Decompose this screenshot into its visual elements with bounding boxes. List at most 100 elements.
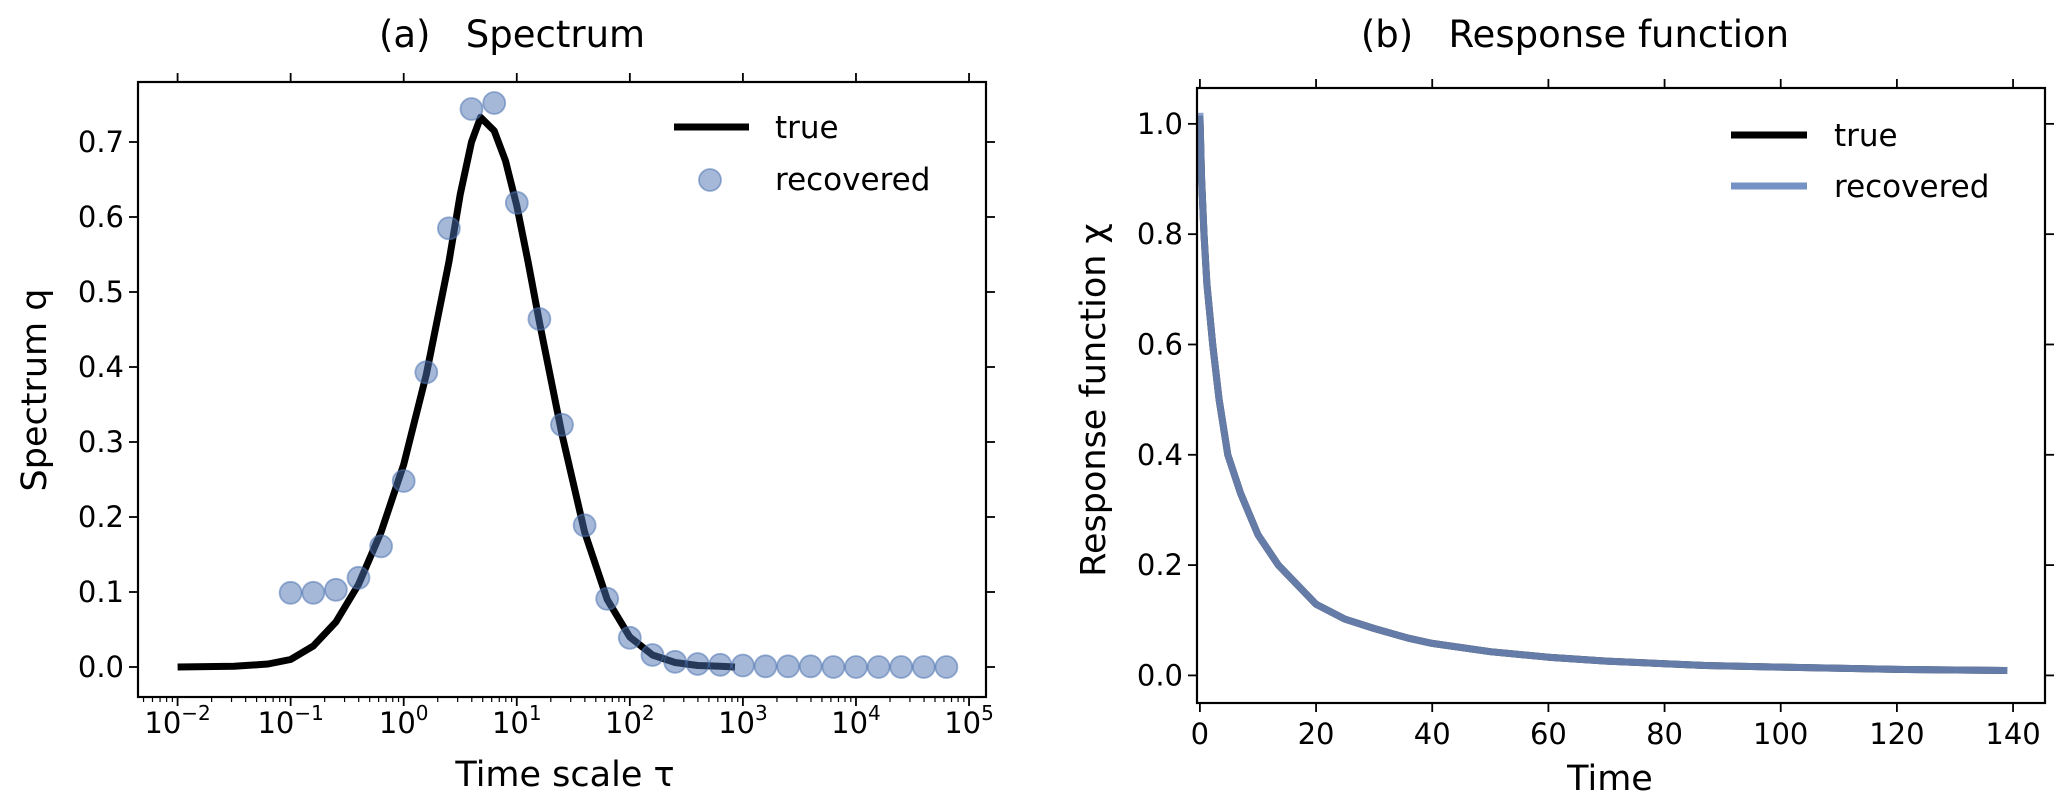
recovered-point — [640, 643, 665, 667]
recovered-point — [278, 580, 303, 605]
x-tick-label-base: 10 — [492, 706, 529, 740]
recovered-point — [436, 216, 461, 241]
panel-a-y-axis-label: Spectrum q — [15, 289, 55, 492]
panel-a-ticks: 10−2 10−1 100 101 102 103 104 1050.00.10.20.30.… — [78, 73, 995, 740]
y-tick-label: 1.0 — [1137, 107, 1183, 141]
x-tick-label-exponent: 5 — [981, 701, 994, 725]
recovered-point — [821, 655, 846, 679]
recovered-point — [617, 625, 642, 650]
panel-a-title: (a) Spectrum — [379, 13, 645, 56]
x-tick-label-base: 10 — [718, 706, 755, 740]
recovered-point — [572, 513, 597, 538]
x-tick-label: 20 — [1298, 717, 1335, 751]
x-tick-label: 40 — [1414, 717, 1451, 751]
x-tick-label-base: 10 — [257, 706, 294, 740]
x-tick-label: 104 — [831, 701, 881, 740]
x-tick-label: 105 — [944, 701, 994, 740]
y-tick-label: 0.0 — [1137, 658, 1183, 692]
x-tick-label: 100 — [379, 701, 429, 740]
panel-b-x-axis-label: Time — [1566, 759, 1653, 799]
recovered-point — [550, 412, 574, 437]
x-tick-label: 100 — [1753, 717, 1808, 751]
legend-true-label: true — [1834, 118, 1898, 154]
panel-b-ticks: 0 20 40 60 80 100 120 140 0.0 0.2 0.4 0.6 0.8 1.0 — [1137, 79, 2054, 751]
y-tick-label: 0.8 — [1137, 217, 1183, 251]
recovered-point — [663, 649, 687, 674]
panel-b-axes-frame — [1195, 86, 2047, 705]
x-tick-label-exponent: −1 — [294, 701, 323, 725]
x-tick-label: 10−1 — [257, 701, 323, 740]
x-tick-label-base: 10 — [605, 706, 642, 740]
legend-recovered-label: recovered — [775, 162, 930, 198]
panel-b-response-function: (b) Response function 0 20 40 60 80 100 120 140… — [1074, 13, 2054, 799]
x-tick-label: 101 — [492, 701, 542, 740]
x-tick-label: 10−2 — [144, 701, 210, 740]
panel-b-title: (b) Response function — [1361, 13, 1789, 56]
recovered-point — [889, 655, 914, 679]
y-tick-label: 0.6 — [78, 200, 124, 234]
y-tick-label: 0.3 — [78, 425, 124, 459]
recovered-point — [911, 655, 936, 679]
series-recovered-line — [1196, 112, 2008, 674]
recovered-point — [414, 360, 439, 385]
recovered-point — [459, 97, 484, 121]
y-tick-label: 0.7 — [78, 125, 124, 159]
recovered-point — [323, 577, 348, 602]
x-tick-label: 140 — [1985, 717, 2040, 751]
recovered-point — [866, 655, 891, 679]
y-tick-label: 0.4 — [1137, 438, 1183, 472]
panel-b-legend: true recovered — [1731, 118, 1989, 205]
x-tick-label: 102 — [605, 701, 655, 740]
panel-a-spectrum: (a) Spectrum 10−2 10−1 100 101 102 103 104 1050… — [15, 13, 995, 795]
legend-recovered-marker-swatch — [698, 168, 722, 192]
recovered-point — [527, 307, 552, 331]
legend-recovered-label: recovered — [1834, 169, 1989, 205]
panel-b-plot-area — [1196, 112, 2008, 674]
x-tick-label-exponent: −2 — [181, 701, 210, 725]
x-tick-label-base: 10 — [831, 706, 868, 740]
recovered-point — [482, 91, 507, 115]
recovered-point — [595, 586, 620, 611]
recovered-point — [776, 654, 800, 679]
recovered-point — [685, 652, 710, 676]
recovered-point — [346, 565, 371, 590]
y-tick-label: 0.0 — [78, 650, 124, 684]
recovered-point — [934, 655, 959, 679]
x-tick-label: 120 — [1869, 717, 1924, 751]
x-tick-label: 103 — [718, 701, 768, 740]
recovered-point — [301, 580, 326, 605]
x-tick-label: 80 — [1646, 717, 1683, 751]
panel-a-x-axis-label: Time scale τ — [454, 755, 674, 795]
panel-a-axes-frame — [136, 80, 988, 699]
legend-true-label: true — [775, 110, 839, 146]
y-tick-label: 0.2 — [78, 500, 124, 534]
y-tick-label: 0.4 — [78, 350, 124, 384]
y-tick-label: 0.1 — [78, 575, 124, 609]
recovered-point — [504, 190, 529, 215]
panel-b-y-axis-label: Response function χ — [1074, 223, 1114, 577]
x-tick-label: 60 — [1530, 717, 1567, 751]
x-tick-label-exponent: 4 — [868, 701, 881, 725]
recovered-point — [369, 534, 394, 559]
x-tick-label-base: 10 — [379, 706, 416, 740]
recovered-point — [708, 652, 733, 677]
x-tick-label-base: 10 — [944, 706, 981, 740]
y-tick-label: 0.5 — [78, 275, 124, 309]
recovered-point — [731, 653, 755, 678]
y-tick-label: 0.2 — [1137, 548, 1183, 582]
x-tick-label: 0 — [1191, 717, 1209, 751]
x-tick-label-base: 10 — [144, 706, 181, 740]
panel-a-legend: true recovered — [674, 110, 930, 198]
recovered-point — [844, 655, 868, 679]
x-tick-label-exponent: 1 — [529, 701, 542, 725]
recovered-point — [753, 654, 778, 679]
y-tick-label: 0.6 — [1137, 327, 1183, 361]
x-tick-label-exponent: 2 — [642, 701, 655, 725]
recovered-point — [798, 654, 823, 679]
recovered-point — [391, 469, 416, 493]
x-tick-label-exponent: 3 — [755, 701, 768, 725]
series-true-line — [177, 113, 736, 671]
panel-a-plot-area — [177, 91, 959, 679]
x-tick-label-exponent: 0 — [416, 701, 429, 725]
